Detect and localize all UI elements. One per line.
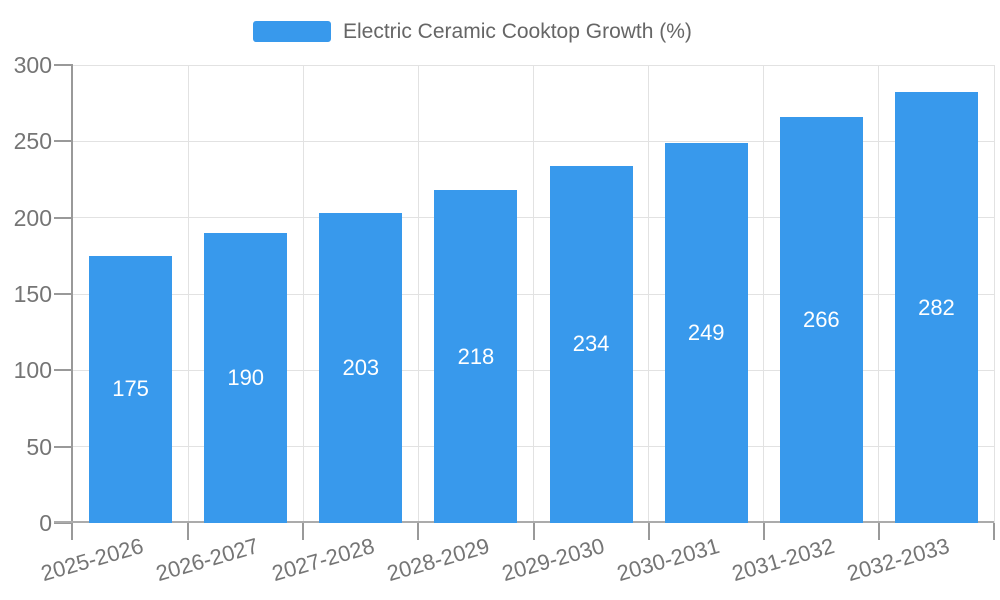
bar-value-label: 249 <box>687 319 725 345</box>
y-axis-tick <box>54 216 73 219</box>
bar-value-label: 175 <box>112 376 149 402</box>
bar[interactable] <box>319 213 403 523</box>
bar[interactable] <box>204 232 288 523</box>
x-axis-tick <box>187 523 190 540</box>
chart-legend: Electric Ceramic Cooktop Growth (%) <box>0 0 1000 50</box>
y-axis-tick <box>54 522 73 524</box>
bar-value-label: 218 <box>457 343 495 369</box>
x-axis-tick <box>532 523 535 540</box>
legend-swatch-icon <box>253 21 331 42</box>
gridline-vertical <box>993 65 995 523</box>
legend-item[interactable]: Electric Ceramic Cooktop Growth (%) <box>0 0 1000 50</box>
x-axis-tick <box>877 523 880 540</box>
x-axis-label: 2027-2028 <box>268 533 377 587</box>
x-axis-label: 2031-2032 <box>729 533 838 587</box>
x-axis-tick <box>762 523 765 540</box>
x-axis-label: 2032-2033 <box>844 533 953 587</box>
bar[interactable] <box>89 255 173 523</box>
gridline-vertical <box>187 65 189 523</box>
y-axis-tick <box>54 293 73 295</box>
x-axis-label: 2025-2026 <box>38 533 147 587</box>
gridline-vertical <box>417 65 419 523</box>
x-axis-tick <box>993 523 995 540</box>
y-axis-tick <box>54 140 73 143</box>
gridline-vertical <box>533 65 534 523</box>
gridline-vertical <box>878 65 880 523</box>
x-axis-label: 2030-2031 <box>614 533 723 587</box>
bar-value-label: 234 <box>572 331 610 357</box>
y-axis-label: 100 <box>13 357 52 384</box>
y-axis-tick <box>54 64 73 66</box>
y-axis-tick <box>54 445 73 448</box>
x-axis-tick <box>647 523 650 540</box>
bar[interactable] <box>434 190 518 523</box>
y-axis-label: 250 <box>13 128 52 155</box>
bar-value-label: 266 <box>802 306 840 332</box>
bar-value-label: 282 <box>918 294 955 320</box>
bar-value-label: 190 <box>227 364 265 390</box>
bar[interactable] <box>779 116 863 523</box>
y-axis-line <box>71 65 73 540</box>
legend-label: Electric Ceramic Cooktop Growth (%) <box>343 20 692 43</box>
plot-area: 175 190 203 218 234 249 266 282 <box>54 64 995 540</box>
y-axis-label: 300 <box>13 52 52 78</box>
bar-value-label: 203 <box>342 355 380 381</box>
bar[interactable] <box>549 165 633 523</box>
gridline-vertical <box>763 65 765 523</box>
gridline-vertical <box>302 65 304 523</box>
x-axis-tick <box>417 523 420 540</box>
x-axis-line <box>54 521 994 523</box>
x-axis-label: 2026-2027 <box>153 533 262 587</box>
y-axis-label: 0 <box>39 510 52 536</box>
y-axis-label: 50 <box>26 433 52 460</box>
x-axis-label: 2028-2029 <box>383 533 492 587</box>
x-axis-tick <box>302 523 305 540</box>
y-axis-label: 150 <box>13 281 52 307</box>
y-axis-label: 200 <box>13 204 52 231</box>
gridline-vertical <box>648 65 650 523</box>
x-axis-label: 2029-2030 <box>498 533 607 587</box>
y-axis-tick <box>54 369 73 372</box>
bar[interactable] <box>894 92 978 523</box>
bar[interactable] <box>664 142 748 523</box>
